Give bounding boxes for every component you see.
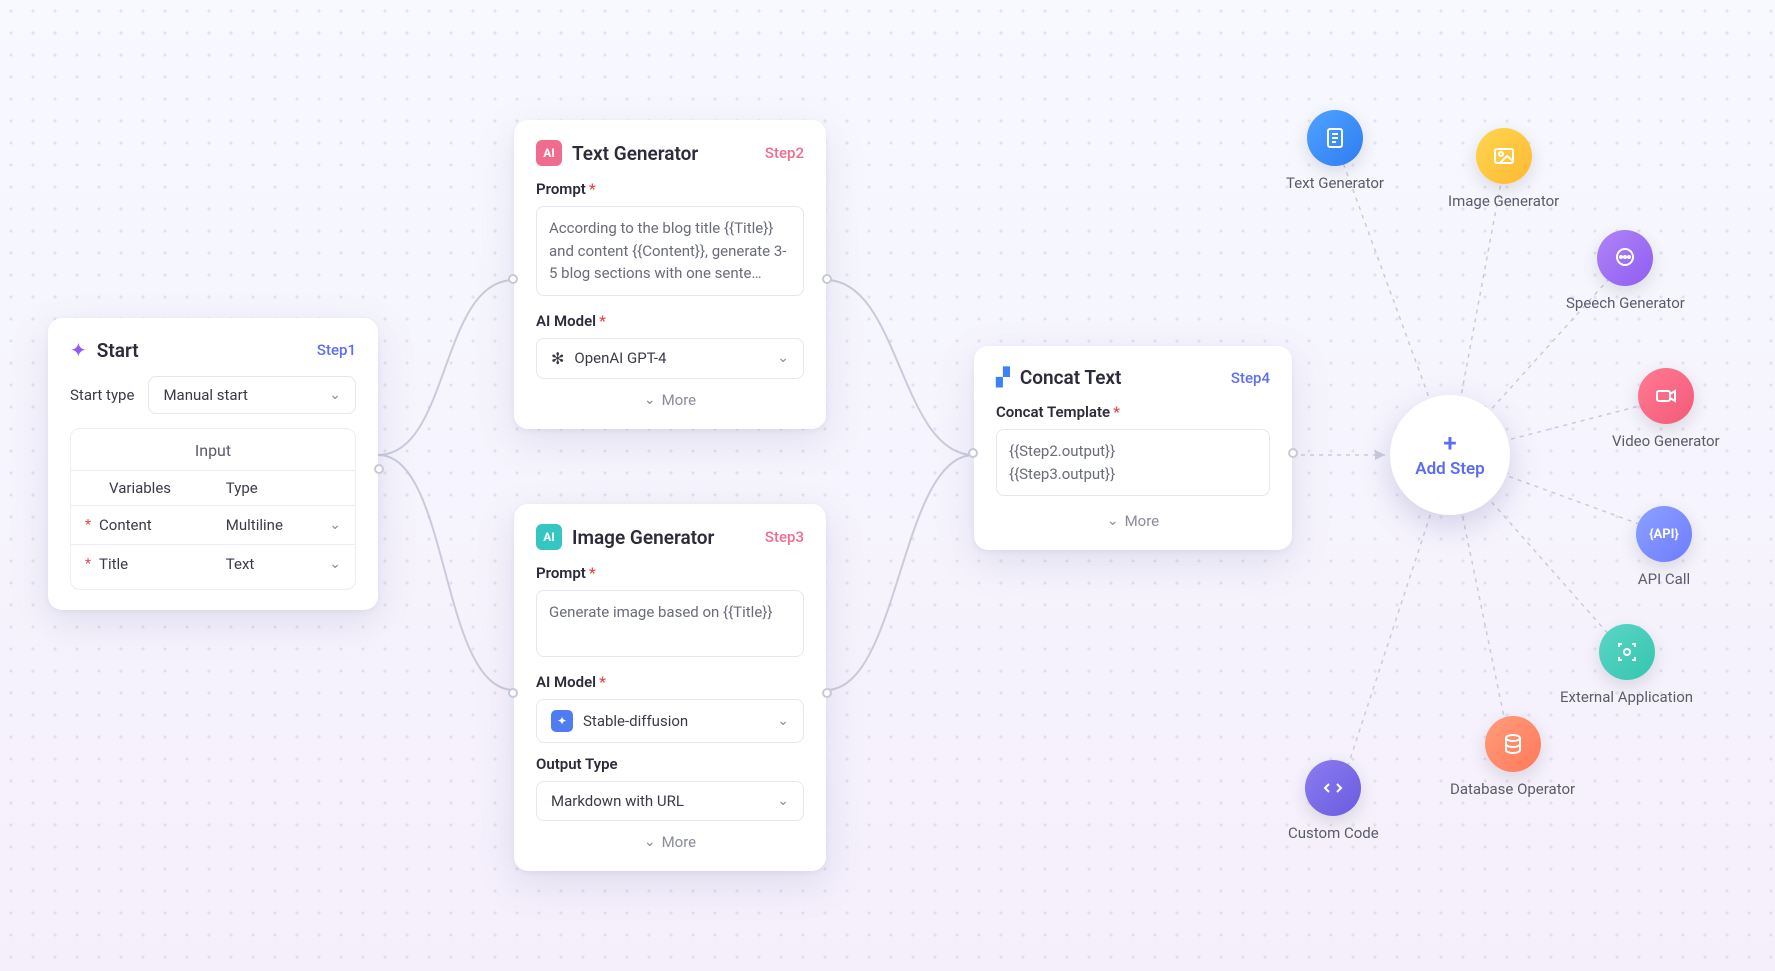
- more-button[interactable]: ⌄More: [536, 391, 804, 409]
- chevron-down-icon: ⌄: [329, 556, 341, 572]
- step-tag: Step4: [1231, 369, 1270, 387]
- radial-label: Video Generator: [1612, 432, 1720, 450]
- stable-diffusion-icon: ✦: [551, 710, 573, 732]
- output-port[interactable]: [374, 464, 384, 474]
- model-value: OpenAI GPT-4: [574, 349, 666, 367]
- radial-video-generator[interactable]: Video Generator: [1612, 368, 1720, 450]
- output-type-select[interactable]: Markdown with URL ⌄: [536, 781, 804, 821]
- radial-label: API Call: [1638, 570, 1690, 588]
- step-tag: Step2: [765, 144, 804, 162]
- radial-label: Speech Generator: [1566, 294, 1685, 312]
- chevron-down-icon: ⌄: [329, 387, 341, 403]
- col-variables: Variables: [85, 479, 226, 497]
- image-gen-title: Image Generator: [572, 526, 714, 549]
- start-type-select[interactable]: Manual start ⌄: [148, 376, 356, 414]
- var-name: Content: [99, 516, 152, 534]
- template-label: Concat Template*: [996, 403, 1270, 421]
- openai-icon: ✻: [551, 349, 564, 368]
- radial-label: Custom Code: [1288, 824, 1379, 842]
- node-start[interactable]: ✦ Start Step1 Start type Manual start ⌄ …: [48, 318, 378, 610]
- table-row[interactable]: *Content Multiline⌄: [71, 505, 355, 544]
- radial-text-generator[interactable]: Text Generator: [1286, 110, 1384, 192]
- prompt-label: Prompt*: [536, 564, 804, 582]
- radial-image-generator[interactable]: Image Generator: [1448, 128, 1559, 210]
- input-port[interactable]: [508, 274, 518, 284]
- radial-custom-code[interactable]: Custom Code: [1288, 760, 1379, 842]
- radial-label: Image Generator: [1448, 192, 1559, 210]
- model-select[interactable]: ✦ Stable-diffusion ⌄: [536, 699, 804, 743]
- more-button[interactable]: ⌄More: [996, 512, 1270, 530]
- scan-icon: [1599, 624, 1655, 680]
- database-icon: [1485, 716, 1541, 772]
- output-type-label: Output Type: [536, 755, 804, 773]
- template-input[interactable]: [996, 429, 1270, 496]
- doc-icon: [1307, 110, 1363, 166]
- output-port[interactable]: [1288, 448, 1298, 458]
- video-icon: [1638, 368, 1694, 424]
- node-text-generator[interactable]: AI Text Generator Step2 Prompt* AI Model…: [514, 120, 826, 429]
- chevron-down-icon: ⌄: [329, 517, 341, 533]
- plus-icon: +: [1443, 431, 1456, 455]
- chat-icon: [1597, 230, 1653, 286]
- node-concat-text[interactable]: ▞ Concat Text Step4 Concat Template* ⌄Mo…: [974, 346, 1292, 550]
- model-value: Stable-diffusion: [583, 712, 688, 730]
- chevron-down-icon: ⌄: [777, 793, 789, 809]
- radial-external-application[interactable]: External Application: [1560, 624, 1693, 706]
- model-select[interactable]: ✻ OpenAI GPT-4 ⌄: [536, 338, 804, 379]
- input-panel: Input Variables Type *Content Multiline⌄…: [70, 428, 356, 590]
- input-port[interactable]: [508, 688, 518, 698]
- concat-icon: ▞: [996, 367, 1010, 388]
- start-type-value: Manual start: [163, 386, 248, 404]
- radial-api-call[interactable]: {API} API Call: [1636, 506, 1692, 588]
- api-icon: {API}: [1636, 506, 1692, 562]
- chevron-down-icon: ⌄: [777, 350, 789, 366]
- col-type: Type: [226, 479, 341, 497]
- prompt-input[interactable]: [536, 206, 804, 296]
- image-icon: [1476, 128, 1532, 184]
- more-button[interactable]: ⌄More: [536, 833, 804, 851]
- prompt-label: Prompt*: [536, 180, 804, 198]
- concat-title: Concat Text: [1020, 366, 1122, 389]
- var-name: Title: [99, 555, 128, 573]
- output-port[interactable]: [822, 688, 832, 698]
- start-title: Start: [97, 339, 139, 362]
- input-header: Input: [71, 439, 355, 470]
- add-step-label: Add Step: [1415, 459, 1485, 479]
- radial-speech-generator[interactable]: Speech Generator: [1566, 230, 1685, 312]
- radial-label: External Application: [1560, 688, 1693, 706]
- text-gen-title: Text Generator: [572, 142, 698, 165]
- step-tag: Step3: [765, 528, 804, 546]
- table-row[interactable]: *Title Text⌄: [71, 544, 355, 583]
- ai-badge-icon: AI: [536, 524, 562, 550]
- output-port[interactable]: [822, 274, 832, 284]
- output-type-value: Markdown with URL: [551, 792, 684, 810]
- model-label: AI Model*: [536, 673, 804, 691]
- input-port[interactable]: [968, 448, 978, 458]
- node-image-generator[interactable]: AI Image Generator Step3 Prompt* AI Mode…: [514, 504, 826, 871]
- prompt-input[interactable]: [536, 590, 804, 657]
- var-type: Multiline: [226, 516, 283, 534]
- sparkle-icon: ✦: [70, 338, 87, 362]
- start-type-label: Start type: [70, 386, 134, 404]
- add-step-button[interactable]: + Add Step: [1390, 395, 1510, 515]
- var-type: Text: [226, 555, 255, 573]
- radial-label: Database Operator: [1450, 780, 1575, 798]
- radial-label: Text Generator: [1286, 174, 1384, 192]
- step-tag: Step1: [317, 341, 356, 359]
- radial-database-operator[interactable]: Database Operator: [1450, 716, 1575, 798]
- code-icon: [1305, 760, 1361, 816]
- chevron-down-icon: ⌄: [777, 713, 789, 729]
- ai-badge-icon: AI: [536, 140, 562, 166]
- model-label: AI Model*: [536, 312, 804, 330]
